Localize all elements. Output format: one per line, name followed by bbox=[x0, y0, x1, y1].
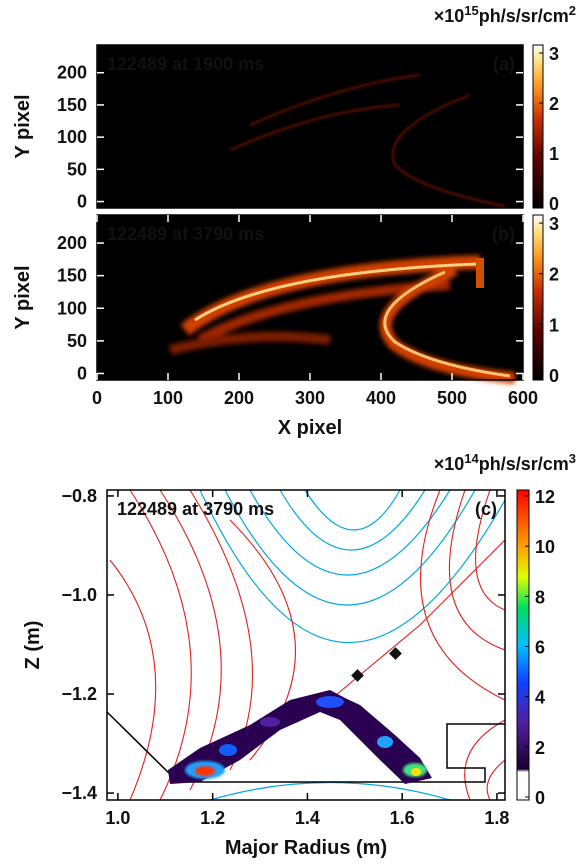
y-tick-label: 100 bbox=[57, 127, 87, 147]
colorbar bbox=[532, 44, 544, 209]
colorbar-label-part: ×10 bbox=[434, 6, 465, 26]
plot-frame bbox=[96, 44, 524, 209]
colorbar-tick-label: 0 bbox=[549, 194, 559, 214]
y-tick-label: 0 bbox=[77, 192, 87, 212]
annotation: 122489 at 3790 ms bbox=[117, 499, 274, 519]
y-tick-label: −1.2 bbox=[61, 684, 97, 704]
x-tick-label: 1.2 bbox=[200, 808, 225, 828]
colorbar-tick-label: 6 bbox=[535, 638, 545, 658]
panel-label: (a) bbox=[493, 54, 515, 74]
colorbar-label-part: ×10 bbox=[434, 454, 465, 474]
annotation: 122489 at 3790 ms bbox=[107, 224, 264, 244]
panel-label: (b) bbox=[492, 224, 515, 244]
x-tick-label: 0 bbox=[92, 388, 102, 408]
x-tick-label: 200 bbox=[224, 388, 254, 408]
colorbar-tick-label: 8 bbox=[535, 587, 545, 607]
y-axis-label: Z (m) bbox=[22, 621, 44, 670]
image-c bbox=[106, 489, 506, 801]
colorbar-label-part: 3 bbox=[569, 451, 576, 466]
panel-label: (c) bbox=[475, 499, 497, 519]
colorbar-tick-label: 0 bbox=[549, 366, 559, 386]
colorbar-tick-label: 12 bbox=[535, 487, 555, 507]
colorbar-tick-label: 1 bbox=[549, 144, 559, 164]
colorbar-tick-label: 2 bbox=[535, 738, 545, 758]
x-tick-label: 1.6 bbox=[390, 808, 415, 828]
y-tick-label: −0.8 bbox=[61, 486, 97, 506]
y-tick-label: 200 bbox=[57, 63, 87, 83]
y-tick-label: 0 bbox=[77, 363, 87, 383]
colorbar-label-part: 2 bbox=[569, 3, 576, 18]
colorbar-label-part: ph/s/sr/cm bbox=[479, 454, 569, 474]
colorbar-tick-label: 3 bbox=[549, 44, 559, 64]
colorbar-label-part: 15 bbox=[464, 3, 478, 18]
x-tick-label: 600 bbox=[508, 388, 538, 408]
colorbar bbox=[516, 489, 530, 801]
x-axis-label: Major Radius (m) bbox=[225, 837, 387, 859]
y-tick-label: 150 bbox=[57, 95, 87, 115]
x-tick-label: 400 bbox=[366, 388, 396, 408]
y-tick-label: −1.0 bbox=[61, 585, 97, 605]
colorbar-tick-label: 3 bbox=[549, 214, 559, 234]
colorbar-label-part: 14 bbox=[464, 451, 479, 466]
x-tick-label: 1.8 bbox=[484, 808, 509, 828]
colorbar-tick-label: 4 bbox=[535, 688, 545, 708]
x-tick-label: 300 bbox=[295, 388, 325, 408]
image-a bbox=[97, 45, 523, 208]
colorbar-tick-label: 2 bbox=[549, 265, 559, 285]
colorbar-label-part: ph/s/sr/cm bbox=[479, 6, 569, 26]
colorbar-label: ×1014ph/s/sr/cm3 bbox=[434, 451, 576, 474]
y-tick-label: 50 bbox=[67, 159, 87, 179]
y-tick-label: 150 bbox=[57, 266, 87, 286]
x-tick-label: 100 bbox=[153, 388, 183, 408]
colorbar bbox=[532, 214, 544, 381]
plot-frame bbox=[106, 489, 506, 801]
x-tick-label: 1.4 bbox=[295, 808, 320, 828]
colorbar-tick-label: 10 bbox=[535, 537, 555, 557]
y-tick-label: 200 bbox=[57, 233, 87, 253]
y-axis-label: Y pixel bbox=[12, 265, 34, 329]
colorbar-tick-label: 1 bbox=[549, 315, 559, 335]
image-b bbox=[97, 215, 523, 384]
colorbar-tick-label: 0 bbox=[535, 788, 545, 808]
colorbar-tick-label: 2 bbox=[549, 94, 559, 114]
y-tick-label: 100 bbox=[57, 298, 87, 318]
annotation: 122489 at 1900 ms bbox=[107, 54, 264, 74]
y-tick-label: 50 bbox=[67, 331, 87, 351]
x-tick-label: 500 bbox=[437, 388, 467, 408]
y-axis-label: Y pixel bbox=[12, 94, 34, 158]
y-tick-label: −1.4 bbox=[61, 783, 97, 803]
colorbar-label: ×1015ph/s/sr/cm2 bbox=[434, 3, 576, 26]
x-axis-label: X pixel bbox=[278, 417, 342, 439]
emission-region bbox=[168, 690, 432, 784]
x-tick-label: 1.0 bbox=[105, 808, 130, 828]
